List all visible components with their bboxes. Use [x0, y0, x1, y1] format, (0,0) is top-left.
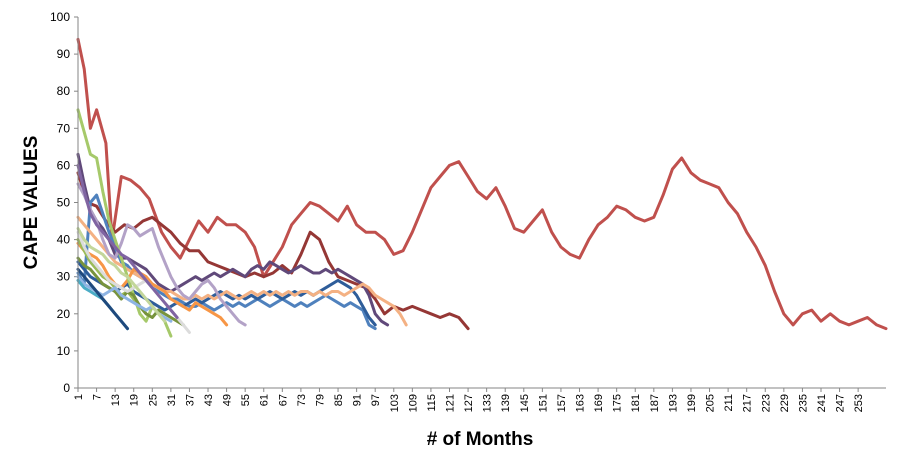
- y-tick-label: 60: [57, 158, 71, 172]
- x-tick-label: 43: [203, 394, 215, 406]
- y-axis-title: CAPE VALUES: [21, 136, 42, 270]
- x-tick-label: 229: [779, 394, 791, 412]
- x-tick-label: 205: [705, 394, 717, 412]
- x-tick-label: 121: [444, 394, 456, 412]
- x-tick-label: 25: [147, 394, 159, 406]
- x-tick-label: 223: [760, 394, 772, 412]
- y-tick-label: 80: [57, 84, 71, 98]
- x-tick-label: 139: [500, 394, 512, 412]
- x-tick-label: 133: [482, 394, 494, 412]
- series-line-7: [76, 241, 229, 327]
- series-line-5: [76, 260, 377, 327]
- x-tick-label: 91: [352, 394, 364, 406]
- series-line-16: [76, 227, 167, 323]
- x-tick-label: 151: [537, 394, 549, 412]
- y-tick-label: 10: [57, 344, 71, 358]
- x-tick-label: 247: [835, 394, 847, 412]
- y-tick-label: 0: [63, 381, 70, 395]
- x-tick-label: 211: [723, 394, 735, 412]
- x-tick-label: 37: [184, 394, 196, 406]
- x-tick-label: 115: [426, 394, 438, 412]
- y-axis-ticks: 0 10 20 30 40 50 60 70 80 90 100: [50, 10, 78, 395]
- series-line-11: [76, 256, 185, 327]
- x-axis-ticks: 1 7 13 19 25 31 37 43 49 55 61 67 73 79 85 91 97 103 109 11…: [73, 388, 865, 412]
- series-lines: [76, 37, 888, 338]
- x-tick-label: 49: [222, 394, 234, 406]
- x-tick-label: 1: [73, 394, 85, 400]
- x-tick-label: 73: [296, 394, 308, 406]
- x-tick-label: 97: [370, 394, 382, 406]
- x-tick-label: 217: [742, 394, 754, 412]
- series-line-1: [76, 37, 888, 331]
- series-line-17: [76, 163, 179, 319]
- series-line-6: [76, 215, 408, 327]
- y-tick-label: 40: [57, 233, 71, 247]
- x-tick-label: 181: [630, 394, 642, 412]
- series-line-8: [76, 182, 247, 327]
- x-tick-label: 163: [575, 394, 587, 412]
- series-line-14: [76, 267, 129, 331]
- x-tick-label: 109: [407, 394, 419, 412]
- x-tick-label: 13: [110, 394, 122, 406]
- x-tick-label: 19: [129, 394, 141, 406]
- x-tick-label: 103: [389, 394, 401, 412]
- x-tick-label: 199: [686, 394, 698, 412]
- y-tick-label: 90: [57, 47, 71, 61]
- series-line-2: [76, 171, 470, 331]
- x-axis-title: # of Months: [427, 429, 534, 450]
- x-tick-label: 187: [649, 394, 661, 412]
- x-tick-label: 175: [612, 394, 624, 412]
- x-tick-label: 157: [556, 394, 568, 412]
- y-tick-label: 100: [50, 10, 70, 24]
- x-tick-label: 55: [240, 394, 252, 406]
- series-line-10: [76, 238, 148, 316]
- y-tick-label: 70: [57, 121, 71, 135]
- x-tick-label: 235: [797, 394, 809, 412]
- x-tick-label: 169: [593, 394, 605, 412]
- x-tick-label: 61: [259, 394, 271, 406]
- x-tick-label: 85: [333, 394, 345, 406]
- y-tick-label: 20: [57, 307, 71, 321]
- y-tick-label: 30: [57, 270, 71, 284]
- x-tick-label: 127: [463, 394, 475, 412]
- x-tick-label: 79: [314, 394, 326, 406]
- x-tick-label: 253: [853, 394, 865, 412]
- y-tick-label: 50: [57, 196, 71, 210]
- x-tick-label: 67: [277, 394, 289, 406]
- x-tick-label: 31: [166, 394, 178, 406]
- x-tick-label: 145: [519, 394, 531, 412]
- x-tick-label: 7: [92, 394, 104, 400]
- x-tick-label: 193: [667, 394, 679, 412]
- x-tick-label: 241: [816, 394, 828, 412]
